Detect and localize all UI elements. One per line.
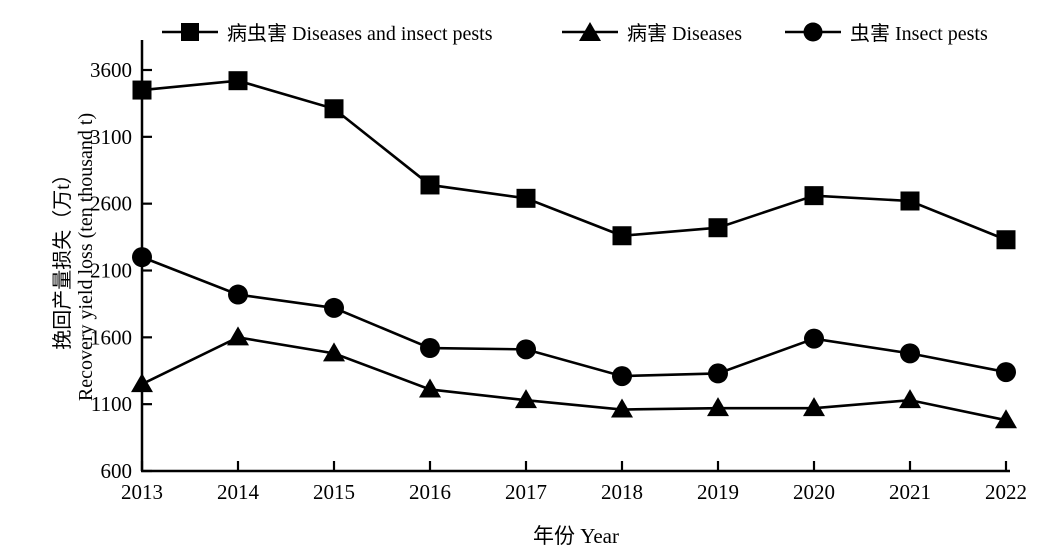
legend-marker-square-icon (162, 22, 218, 41)
data-point-circle (228, 284, 248, 305)
data-point-square (804, 186, 824, 206)
legend-label: 虫害 Insect pests (850, 23, 988, 45)
data-point-square (228, 71, 248, 91)
data-point-triangle (515, 389, 537, 409)
x-axis-tick-label: 2020 (793, 480, 835, 504)
data-point-triangle (131, 373, 153, 393)
x-axis-tick-label: 2022 (985, 480, 1027, 504)
data-point-triangle (803, 397, 825, 417)
data-point-circle (900, 343, 920, 364)
data-point-square (996, 230, 1016, 250)
y-axis-tick-label: 2100 (90, 259, 132, 283)
series-line-square (141, 79, 1007, 241)
x-axis-tick-label: 2018 (601, 480, 643, 504)
data-point-circle (996, 362, 1016, 383)
data-point-circle (324, 297, 344, 318)
data-point-circle (708, 363, 728, 384)
data-point-square (900, 191, 920, 211)
series-line-circle (141, 255, 1007, 378)
data-point-triangle (995, 409, 1017, 429)
data-point-square (420, 175, 440, 195)
x-axis-tick-label: 2017 (505, 480, 547, 504)
data-point-circle (612, 366, 632, 387)
y-axis-tick-label: 2600 (90, 192, 132, 216)
legend-item-diseases-and-insect-pests: 病虫害 Diseases and insect pests (161, 17, 493, 46)
data-point-triangle (899, 389, 921, 409)
data-point-square (132, 80, 152, 100)
y-axis-title-zh: 挽回产量损失（万t） (52, 164, 74, 350)
series-line-triangle (141, 335, 1007, 422)
data-point-triangle (707, 397, 729, 417)
data-point-circle (804, 328, 824, 349)
legend-marker-circle-icon (785, 22, 841, 41)
x-axis-tick-label: 2015 (313, 480, 355, 504)
data-point-triangle (323, 342, 345, 362)
data-point-square (324, 99, 344, 119)
data-point-triangle (419, 378, 441, 398)
data-point-circle (516, 339, 536, 360)
legend-label: 病害 Diseases (627, 23, 742, 45)
y-axis-title-en: Recovery yield loss (ten thousand t) (75, 112, 97, 402)
x-axis-tick-label: 2021 (889, 480, 931, 504)
data-point-circle (132, 247, 152, 268)
y-axis-tick-label: 1100 (91, 392, 132, 416)
y-axis-title: 挽回产量损失（万t） Recovery yield loss (ten thou… (52, 113, 98, 401)
legend-item-insect-pests: 虫害 Insect pests (784, 17, 988, 46)
data-point-circle (420, 338, 440, 359)
data-point-square (708, 218, 728, 238)
legend-label: 病虫害 Diseases and insect pests (227, 23, 493, 45)
x-axis-tick-label: 2013 (121, 480, 163, 504)
x-axis-tick-label: 2019 (697, 480, 739, 504)
x-axis-title: 年份 Year (533, 524, 619, 548)
data-point-triangle (611, 398, 633, 418)
legend-marker-triangle-icon (562, 21, 618, 41)
data-point-square (612, 226, 632, 246)
y-axis-tick-label: 3100 (90, 125, 132, 149)
x-axis-tick-label: 2016 (409, 480, 451, 504)
y-axis-tick-label: 600 (101, 459, 133, 483)
y-axis-tick-label: 3600 (90, 58, 132, 82)
data-point-triangle (227, 326, 249, 346)
data-point-square (516, 188, 536, 208)
x-axis-tick-label: 2014 (217, 480, 260, 504)
legend-item-diseases: 病害 Diseases (561, 17, 742, 46)
y-axis-tick-label: 1600 (90, 325, 132, 349)
